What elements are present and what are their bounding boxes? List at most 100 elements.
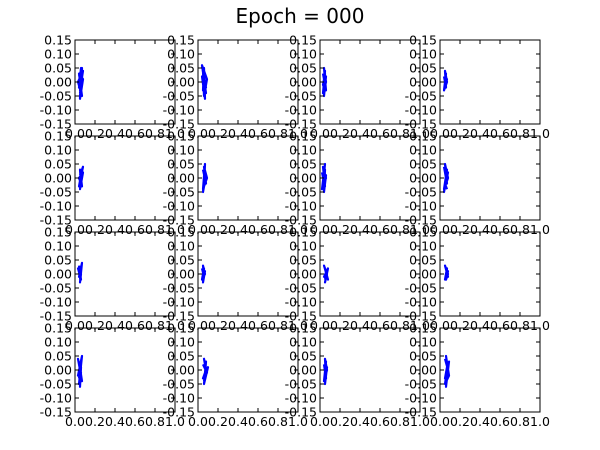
y-tick-label: 0.00 (44, 267, 72, 282)
x-tick-label: 1.0 (530, 318, 550, 333)
y-tick-label: -0.05 (405, 89, 437, 104)
x-tick-label: 1.0 (530, 222, 550, 237)
x-tick-label: 1.0 (530, 414, 550, 429)
subplot-12: 0.150.100.050.00-0.05-0.10-0.150.0 0.2 0.4… (405, 225, 550, 334)
y-tick-label: -0.10 (405, 295, 437, 310)
y-tick-label: -0.15 (285, 117, 317, 132)
y-tick-label: 0.15 (289, 225, 317, 240)
x-tick-label: 0.8 (145, 126, 165, 141)
subplot-10: 0.150.100.050.00-0.05-0.10-0.150.0 0.2 0.4… (163, 225, 308, 334)
axes-frame (74, 135, 176, 221)
y-tick-label: 0.15 (167, 129, 195, 144)
x-tick-label: 1.0 (165, 414, 185, 429)
y-tick-label: 0.05 (167, 349, 195, 364)
y-tick-label: 0.05 (167, 157, 195, 172)
y-tick-label: -0.15 (40, 117, 72, 132)
y-tick-label: 0.00 (289, 171, 317, 186)
y-tick-label: 0.15 (167, 33, 195, 48)
x-tick-label: 0.4 (350, 414, 370, 429)
y-tick-label: -0.15 (285, 213, 317, 228)
series-line (443, 264, 450, 281)
y-tick-label: 0.10 (167, 239, 195, 254)
chart-title: Epoch = 000 (235, 4, 365, 28)
axes-frame (197, 135, 299, 221)
x-tick-label: 0.2 (330, 414, 350, 429)
axes-frame (439, 231, 541, 317)
x-tick-label: 0.6 (490, 126, 510, 141)
series-line (200, 264, 207, 284)
y-tick-label: -0.15 (285, 405, 317, 420)
x-tick-label: 0.6 (125, 126, 145, 141)
x-tick-label: 0.6 (370, 414, 390, 429)
x-tick-label: 0.4 (228, 318, 248, 333)
y-tick-label: 0.05 (44, 253, 72, 268)
y-tick-label: 0.15 (44, 129, 72, 144)
y-tick-label: 0.05 (167, 253, 195, 268)
x-tick-label: 0.2 (85, 414, 105, 429)
axes-frame (439, 39, 541, 125)
y-tick-label: -0.15 (285, 309, 317, 324)
subplot-8: 0.150.100.050.00-0.05-0.10-0.150.0 0.2 0.4… (405, 129, 550, 238)
series-line (201, 162, 209, 194)
y-tick-label: 0.05 (44, 61, 72, 76)
y-tick-label: -0.10 (163, 103, 195, 118)
y-tick-label: 0.05 (409, 157, 437, 172)
y-tick-label: 0.10 (409, 335, 437, 350)
y-tick-label: 0.15 (167, 225, 195, 240)
x-tick-label: 0.2 (85, 222, 105, 237)
x-tick-label: 0.6 (370, 222, 390, 237)
y-tick-label: -0.10 (163, 391, 195, 406)
y-tick-label: -0.05 (40, 377, 72, 392)
y-tick-label: 0.10 (167, 143, 195, 158)
y-tick-label: -0.05 (285, 185, 317, 200)
subplot-16: 0.150.100.050.00-0.05-0.10-0.150.0 0.2 0.4… (405, 321, 550, 430)
series-line (76, 261, 84, 284)
y-tick-label: -0.05 (40, 89, 72, 104)
x-tick-label: 1.0 (288, 318, 308, 333)
series-line (322, 357, 329, 386)
x-tick-label: 1.0 (165, 318, 185, 333)
x-tick-label: 0.2 (85, 126, 105, 141)
x-tick-label: 1.0 (410, 126, 430, 141)
x-tick-label: 0.6 (125, 318, 145, 333)
x-tick-label: 0.8 (510, 414, 530, 429)
x-tick-label: 0.8 (390, 318, 410, 333)
x-tick-label: 0.8 (145, 318, 165, 333)
x-tick-label: 1.0 (410, 222, 430, 237)
y-tick-label: -0.10 (40, 391, 72, 406)
x-tick-label: 0.8 (390, 126, 410, 141)
x-tick-label: 0.2 (450, 222, 470, 237)
y-tick-label: 0.15 (289, 33, 317, 48)
y-tick-label: 0.00 (167, 171, 195, 186)
y-tick-label: -0.05 (285, 281, 317, 296)
y-tick-label: 0.15 (409, 129, 437, 144)
y-tick-label: 0.00 (289, 267, 317, 282)
x-tick-label: 0.4 (470, 318, 490, 333)
y-tick-label: 0.10 (409, 239, 437, 254)
axes-frame (439, 135, 541, 221)
x-tick-label: 0.4 (105, 318, 125, 333)
y-tick-label: 0.10 (44, 239, 72, 254)
x-tick-label: 1.0 (165, 222, 185, 237)
series-line (442, 69, 449, 92)
x-tick-label: 0.2 (208, 222, 228, 237)
y-tick-label: -0.05 (405, 185, 437, 200)
x-tick-label: 0.4 (470, 414, 490, 429)
subplot-6: 0.150.100.050.00-0.05-0.10-0.150.0 0.2 0.4… (163, 129, 308, 238)
y-tick-label: -0.10 (285, 199, 317, 214)
x-tick-label: 0.8 (510, 222, 530, 237)
x-tick-label: 0.4 (470, 126, 490, 141)
y-tick-label: 0.15 (289, 129, 317, 144)
x-tick-label: 0.6 (248, 126, 268, 141)
x-tick-label: 0.0 (65, 318, 85, 333)
y-tick-label: 0.15 (44, 225, 72, 240)
x-tick-label: 0.0 (65, 126, 85, 141)
series-line (76, 354, 84, 388)
y-tick-label: -0.15 (163, 213, 195, 228)
y-tick-label: -0.15 (40, 405, 72, 420)
y-tick-label: -0.10 (405, 103, 437, 118)
y-tick-label: -0.05 (163, 89, 195, 104)
y-tick-label: -0.05 (285, 377, 317, 392)
